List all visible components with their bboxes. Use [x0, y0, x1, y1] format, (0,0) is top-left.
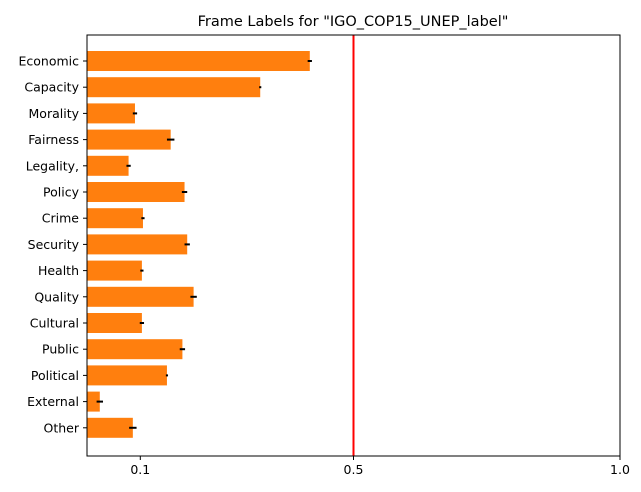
bar-2: [87, 103, 135, 124]
y-tick-label-12: Political: [31, 368, 79, 383]
x-tick-label-1: 0.5: [344, 462, 364, 477]
y-tick-label-10: Cultural: [30, 316, 79, 331]
y-tick-label-13: External: [27, 394, 79, 409]
bar-11: [87, 339, 183, 360]
bar-8: [87, 260, 142, 281]
bar-4: [87, 155, 129, 176]
axes-frame: [86, 34, 621, 457]
chart-title: Frame Labels for "IGO_COP15_UNEP_label": [198, 14, 509, 30]
bar-3: [87, 129, 171, 150]
y-tick-label-4: Legality,: [26, 158, 79, 173]
y-tick-label-14: Other: [44, 420, 80, 435]
x-tick-label-0: 0.1: [130, 462, 150, 477]
y-tick-label-6: Crime: [42, 211, 80, 226]
bar-6: [87, 208, 143, 229]
bar-9: [87, 286, 194, 307]
bar-7: [87, 234, 188, 255]
y-tick-label-7: Security: [28, 237, 80, 252]
bar-1: [87, 77, 261, 98]
bar-5: [87, 182, 185, 202]
y-tick-label-8: Health: [38, 263, 79, 278]
bar-0: [87, 51, 310, 71]
bar-13: [87, 391, 100, 412]
y-tick-label-1: Capacity: [24, 80, 79, 95]
y-tick-label-0: Economic: [18, 54, 79, 69]
y-tick-label-5: Policy: [43, 185, 80, 200]
y-tick-label-3: Fairness: [28, 132, 79, 147]
bar-10: [87, 313, 142, 333]
plot-area: Economic Capacity Morality Fairness Legality…: [18, 35, 630, 477]
y-tick-label-2: Morality: [29, 106, 80, 121]
y-tick-label-11: Public: [42, 342, 79, 357]
x-tick-label-2: 1.0: [610, 462, 630, 477]
bar-14: [87, 417, 133, 438]
y-tick-label-9: Quality: [34, 289, 79, 304]
bar-12: [87, 365, 167, 386]
